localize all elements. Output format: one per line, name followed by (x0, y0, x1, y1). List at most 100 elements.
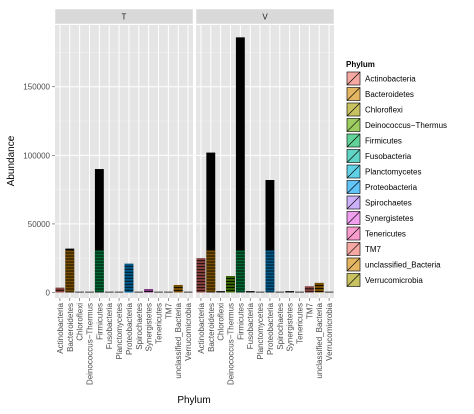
x-axis-v: Actinobacteria Bacteroidetes Chloroflexi De… (197, 298, 334, 385)
panel-t-gridlines (55, 25, 193, 298)
bar-color-fill (265, 250, 275, 293)
strip-v-label: V (262, 13, 268, 22)
panel-v-background (196, 25, 334, 298)
legend-item: Chloroflexi (345, 101, 403, 118)
x-tick-label: Verrucomicrobia (325, 302, 334, 360)
bar-black-fill (235, 37, 245, 293)
panel-t-background (55, 25, 193, 298)
x-tick-label: Deinococcus−Thermus (86, 303, 95, 385)
x-tick-label: Planctomycetes (256, 303, 265, 359)
x-axis-title: Phylum (177, 395, 210, 406)
bar-proteobacteria (265, 180, 275, 293)
legend-item: Bacteroidetes (345, 86, 414, 102)
bar-deinococcus-thermus (85, 291, 94, 293)
bar-chloroflexi (75, 291, 85, 293)
y-tick-label: 50000 (28, 220, 51, 229)
y-axis-title: Abundance (6, 135, 17, 186)
legend-label: Chloroflexi (365, 106, 403, 115)
bar-color-fill (314, 282, 324, 293)
bar-black-fill (275, 291, 285, 293)
bar-black-fill (216, 291, 226, 293)
legend-item: Planctomycetes (345, 163, 421, 180)
legend-swatch-slash (346, 133, 361, 148)
bar-black-fill (85, 291, 94, 293)
x-tick-label: unclassified_Bacteria (174, 302, 183, 378)
x-tick-label: Proteobacteria (266, 302, 275, 355)
bar-black-fill (163, 291, 173, 293)
x-tick-label: Spirochaetes (135, 303, 144, 350)
x-tick-label: Firmicutes (95, 303, 104, 340)
x-tick-label: Planctomycetes (115, 303, 124, 359)
bar-color-fill (304, 286, 314, 293)
x-tick-label: Deinococcus−Thermus (227, 303, 236, 385)
y-tick-label: 150000 (23, 83, 50, 92)
bar-spirochaetes (134, 291, 144, 293)
bar-fusobacteria (245, 291, 255, 293)
y-axis: 0 50000 100000 150000 (23, 83, 55, 298)
legend-label: Verrucomicrobia (365, 276, 423, 285)
x-tick-label: TM7 (305, 302, 314, 319)
legend-item: Deinococcus−Thermus (345, 117, 447, 133)
bar-unclassified-bacteria (173, 284, 183, 293)
bar-tenericutes (154, 291, 163, 293)
bar-fusobacteria (104, 291, 114, 293)
legend-swatch-slash (346, 226, 361, 241)
bar-black-fill (324, 291, 334, 293)
legend-label: Firmicutes (365, 137, 402, 146)
x-tick-label: Tenericutes (296, 303, 305, 344)
legend-swatch-slash (346, 180, 361, 194)
y-tick-label: 100000 (23, 151, 50, 160)
legend-label: Spirochaetes (365, 199, 412, 208)
legend-swatch-slash (346, 257, 361, 272)
x-tick-label: Firmicutes (236, 303, 245, 340)
bar-bacteroidetes (206, 152, 216, 293)
legend-label: Fusobacteria (365, 152, 412, 161)
bar-black-fill (134, 291, 144, 293)
x-tick-label: unclassified_Bacteria (315, 302, 324, 378)
bar-black-fill (255, 291, 265, 293)
legend-label: Planctomycetes (365, 168, 421, 177)
bar-black-fill (94, 169, 104, 293)
bar-color-fill (206, 250, 216, 293)
legend-swatch-slash (346, 211, 361, 225)
x-tick-label: Bacteroidetes (66, 303, 75, 352)
bar-firmicutes (94, 169, 104, 293)
legend-label: Synergistetes (365, 214, 413, 223)
legend-item: Proteobacteria (345, 179, 418, 195)
legend-label: Actinobacteria (365, 75, 416, 84)
legend-swatch-slash (346, 118, 361, 132)
legend: Phylum Actinobacteria Bacteroidetes Chloro… (345, 60, 447, 288)
legend-item: Synergistetes (345, 210, 413, 226)
bar-planctomycetes (255, 291, 265, 293)
bar-planctomycetes (114, 291, 124, 293)
bar-color-fill (173, 284, 183, 293)
bar-tm7 (163, 291, 173, 293)
legend-item: TM7 (345, 241, 382, 257)
bar-synergistetes (285, 291, 295, 293)
legend-item: Actinobacteria (345, 70, 416, 87)
legend-label: TM7 (365, 245, 382, 254)
panel-t: T (54, 8, 194, 298)
bar-chloroflexi (216, 291, 226, 293)
legend-swatch-slash (346, 273, 361, 287)
bar-color-fill (65, 250, 75, 293)
strip-t (54, 8, 194, 25)
legend-label: Bacteroidetes (365, 90, 414, 99)
legend-swatch-slash (346, 87, 361, 101)
legend-item: unclassified_Bacteria (345, 256, 441, 273)
legend-swatch-slash (346, 195, 361, 210)
bar-color-fill (94, 250, 104, 293)
legend-label: Tenericutes (365, 230, 406, 239)
bar-spirochaetes (275, 291, 285, 293)
bar-deinococcus-thermus (226, 276, 235, 293)
bar-black-fill (285, 291, 295, 293)
x-tick-label: Actinobacteria (197, 302, 206, 353)
bar-actinobacteria (55, 287, 65, 293)
x-tick-label: Fusobacteria (105, 302, 114, 349)
x-tick-label: TM7 (164, 302, 173, 319)
legend-swatch-slash (346, 164, 361, 179)
bar-bacteroidetes (65, 248, 75, 293)
x-tick-label: Tenericutes (155, 303, 164, 344)
bar-black-fill (104, 291, 114, 293)
